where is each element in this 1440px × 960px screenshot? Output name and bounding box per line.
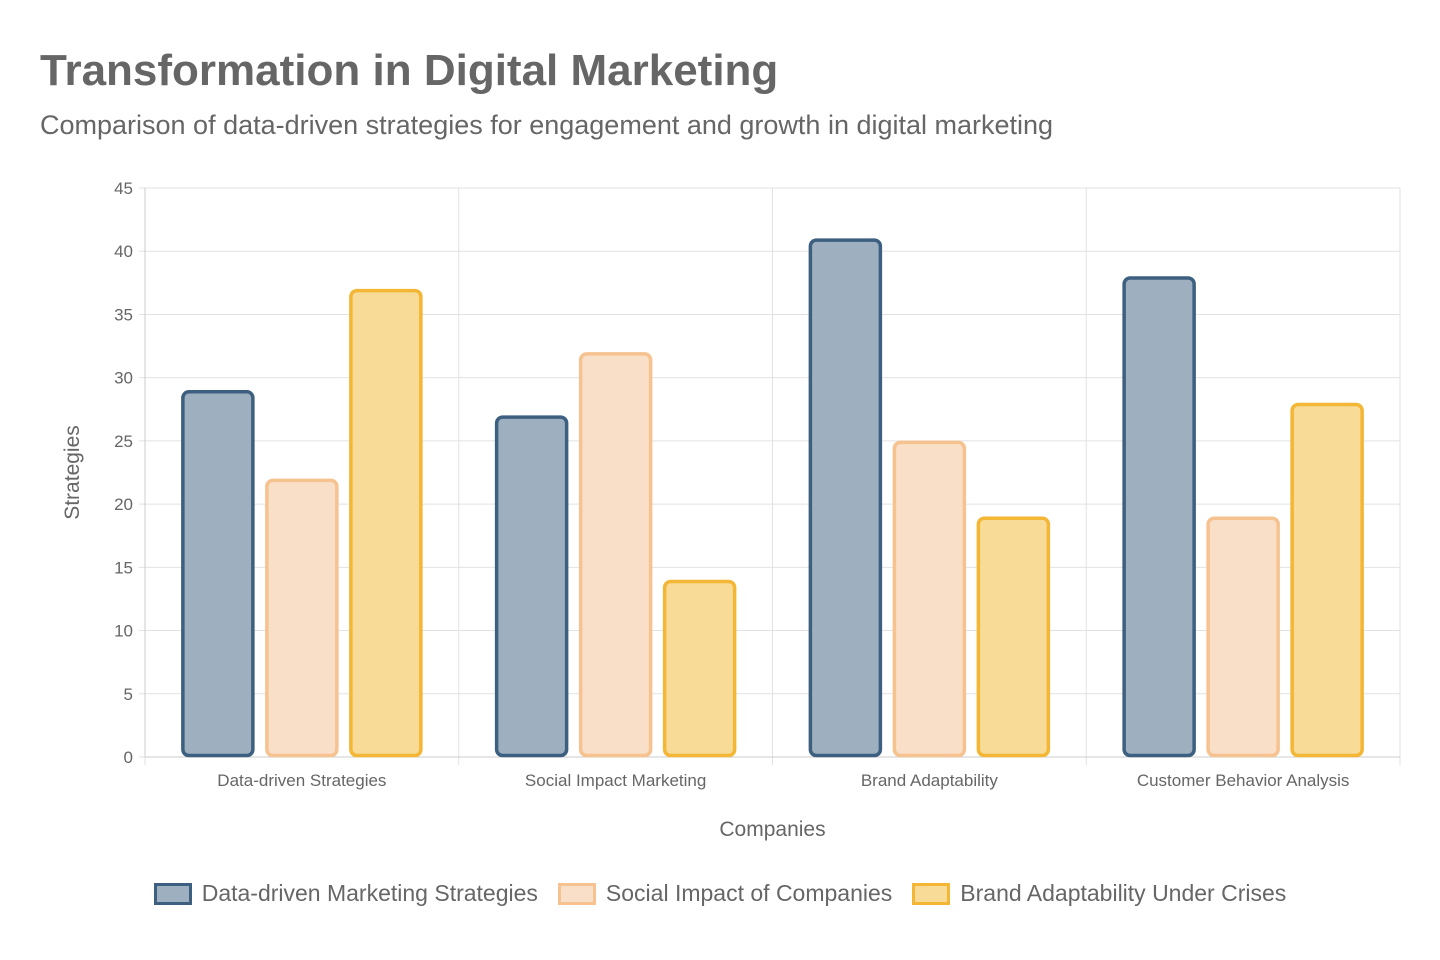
y-tick-label: 20 xyxy=(114,495,133,514)
legend-item[interactable]: Data-driven Marketing Strategies xyxy=(153,880,538,907)
legend-label: Brand Adaptability Under Crises xyxy=(960,880,1287,906)
x-tick-label: Data-driven Strategies xyxy=(217,771,386,790)
legend-swatch xyxy=(153,882,192,905)
bar-1 xyxy=(1122,276,1196,758)
y-tick-label: 35 xyxy=(114,305,133,324)
bar-2 xyxy=(892,440,967,758)
legend-item[interactable]: Social Impact of Companies xyxy=(557,880,893,907)
y-tick-label: 40 xyxy=(114,242,133,261)
bar-3 xyxy=(662,579,737,758)
bar-2 xyxy=(265,478,339,758)
legend-label: Social Impact of Companies xyxy=(605,880,893,906)
bar-1 xyxy=(181,390,255,758)
y-tick-label: 25 xyxy=(114,432,133,451)
y-tick-label: 30 xyxy=(114,369,133,388)
bar-1 xyxy=(808,238,883,758)
x-tick-label: Social Impact Marketing xyxy=(525,771,706,790)
chart-title: Transformation in Digital Marketing xyxy=(40,46,779,95)
y-tick-label: 10 xyxy=(114,622,133,641)
legend: Data-driven Marketing Strategies Social I… xyxy=(0,880,1440,907)
bar-3 xyxy=(1290,402,1364,758)
x-axis-title: Companies xyxy=(719,818,825,841)
y-tick-label: 15 xyxy=(114,558,133,577)
legend-label: Data-driven Marketing Strategies xyxy=(201,880,538,906)
legend-swatch xyxy=(557,882,596,905)
x-tick-label: Brand Adaptability xyxy=(861,771,999,790)
legend-item[interactable]: Brand Adaptability Under Crises xyxy=(912,880,1286,907)
bar-2 xyxy=(1206,516,1280,758)
bar-3 xyxy=(976,516,1051,758)
bar-2 xyxy=(578,352,653,758)
y-tick-label: 0 xyxy=(124,748,133,767)
bar-3 xyxy=(349,288,423,758)
y-tick-label: 45 xyxy=(114,179,133,198)
bar-1 xyxy=(494,415,569,758)
legend-swatch xyxy=(912,882,951,905)
chart-subtitle: Comparison of data-driven strategies for… xyxy=(40,110,1054,140)
y-tick-label: 5 xyxy=(124,685,133,704)
y-axis-title: Strategies xyxy=(61,425,84,520)
x-tick-label: Customer Behavior Analysis xyxy=(1137,771,1350,790)
